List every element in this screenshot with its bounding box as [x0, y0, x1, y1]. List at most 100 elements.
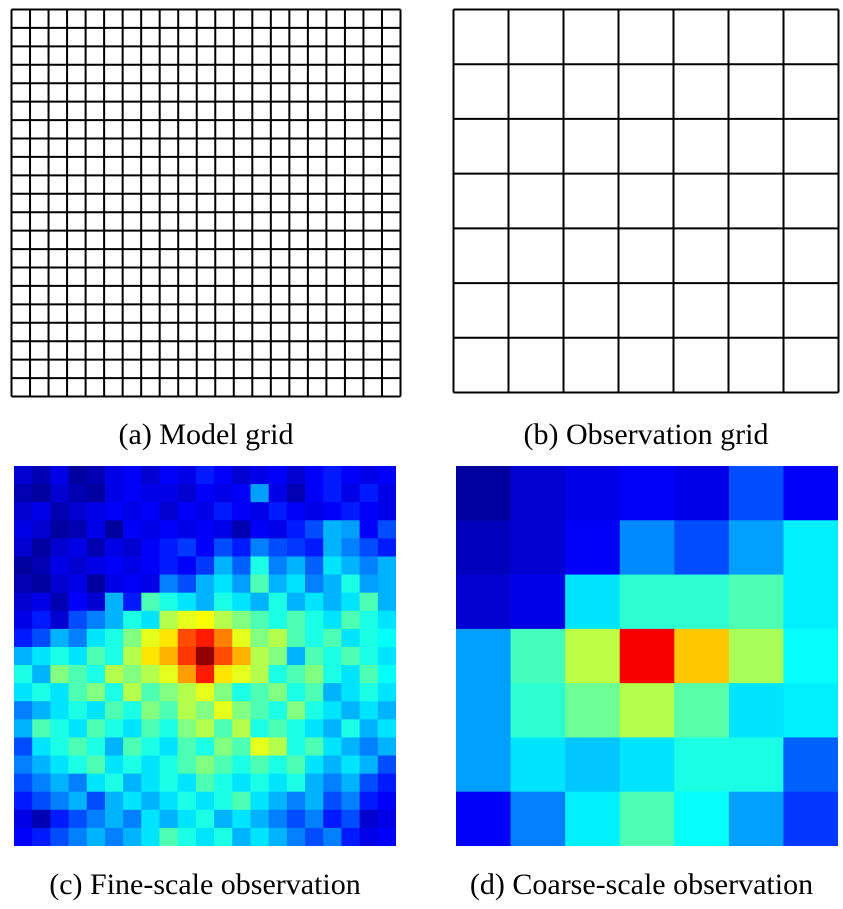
- fine-scale-cell: [68, 791, 88, 811]
- fine-scale-cell: [86, 520, 106, 539]
- coarse-scale-cell: [510, 574, 566, 630]
- fine-scale-cell: [214, 484, 233, 503]
- fine-scale-cell: [195, 737, 215, 757]
- fine-scale-cell: [104, 701, 124, 720]
- fine-scale-cell: [50, 574, 70, 594]
- fine-scale-cell: [232, 755, 252, 775]
- fine-scale-cell: [214, 628, 233, 648]
- fine-scale-cell: [14, 520, 33, 539]
- fine-scale-cell: [359, 701, 379, 720]
- fine-scale-cell: [195, 538, 215, 558]
- fine-scale-cell: [232, 827, 252, 846]
- fine-scale-cell: [123, 755, 142, 775]
- fine-scale-cell: [214, 737, 233, 757]
- fine-scale-cell: [86, 592, 106, 612]
- fine-scale-cell: [86, 628, 106, 648]
- caption-observation-grid: (b) Observation grid: [523, 418, 769, 451]
- fine-scale-cell: [195, 791, 215, 811]
- fine-scale-cell: [50, 592, 70, 612]
- fine-scale-cell: [177, 665, 197, 684]
- fine-scale-cell: [32, 520, 51, 539]
- fine-scale-cell: [50, 773, 70, 793]
- observation-grid: [452, 8, 840, 394]
- fine-scale-cell: [250, 502, 270, 521]
- fine-scale-cell: [286, 502, 306, 521]
- fine-scale-panel: [14, 466, 396, 846]
- fine-scale-cell: [123, 683, 142, 702]
- fine-scale-cell: [141, 737, 161, 757]
- fine-scale-cell: [341, 809, 361, 829]
- fine-scale-cell: [286, 773, 306, 793]
- coarse-scale-cell: [456, 791, 512, 846]
- fine-scale-cell: [141, 628, 161, 648]
- coarse-scale-cell: [674, 737, 730, 793]
- fine-scale-cell: [377, 809, 396, 829]
- fine-scale-cell: [305, 520, 324, 539]
- fine-scale-cell: [341, 719, 361, 739]
- fine-scale-cell: [305, 755, 324, 775]
- fine-scale-cell: [305, 646, 324, 666]
- fine-scale-cell: [123, 538, 142, 558]
- fine-scale-cell: [214, 520, 233, 539]
- fine-scale-cell: [305, 719, 324, 739]
- fine-scale-cell: [214, 502, 233, 521]
- fine-scale-cell: [268, 466, 288, 485]
- caption-fine-scale: (c) Fine-scale observation: [49, 868, 361, 901]
- fine-scale-cell: [323, 502, 343, 521]
- fine-scale-cell: [323, 574, 343, 594]
- coarse-scale-cell: [565, 628, 621, 684]
- fine-scale-cell: [14, 592, 33, 612]
- fine-scale-cell: [141, 520, 161, 539]
- fine-scale-cell: [86, 827, 106, 846]
- fine-scale-cell: [305, 502, 324, 521]
- fine-scale-cell: [377, 701, 396, 720]
- fine-scale-cell: [359, 628, 379, 648]
- fine-scale-cell: [159, 646, 179, 666]
- fine-scale-cell: [14, 755, 33, 775]
- fine-scale-cell: [32, 610, 51, 630]
- fine-scale-cell: [141, 683, 161, 702]
- coarse-scale-panel: [456, 466, 838, 846]
- fine-scale-cell: [268, 628, 288, 648]
- fine-scale-cell: [268, 773, 288, 793]
- fine-scale-cell: [214, 556, 233, 576]
- fine-scale-cell: [159, 592, 179, 612]
- fine-scale-cell: [104, 755, 124, 775]
- fine-scale-cell: [377, 610, 396, 630]
- fine-scale-cell: [68, 502, 88, 521]
- fine-scale-cell: [159, 502, 179, 521]
- fine-scale-cell: [32, 719, 51, 739]
- fine-scale-cell: [86, 466, 106, 485]
- coarse-scale-cell: [783, 520, 838, 576]
- fine-scale-cell: [359, 520, 379, 539]
- fine-scale-cell: [232, 701, 252, 720]
- fine-scale-cell: [195, 466, 215, 485]
- fine-scale-cell: [377, 628, 396, 648]
- fine-scale-cell: [286, 701, 306, 720]
- fine-scale-cell: [341, 556, 361, 576]
- fine-scale-cell: [323, 665, 343, 684]
- fine-scale-cell: [323, 610, 343, 630]
- fine-scale-cell: [141, 592, 161, 612]
- fine-scale-cell: [323, 773, 343, 793]
- fine-scale-heatmap: [14, 466, 396, 846]
- fine-scale-cell: [141, 719, 161, 739]
- fine-scale-cell: [123, 809, 142, 829]
- fine-scale-cell: [68, 556, 88, 576]
- fine-scale-cell: [141, 610, 161, 630]
- fine-scale-cell: [359, 791, 379, 811]
- fine-scale-cell: [268, 556, 288, 576]
- model-grid: [10, 8, 402, 398]
- fine-scale-cell: [359, 610, 379, 630]
- fine-scale-cell: [286, 466, 306, 485]
- fine-scale-cell: [195, 556, 215, 576]
- coarse-scale-cell: [619, 628, 675, 684]
- fine-scale-cell: [232, 592, 252, 612]
- fine-scale-cell: [195, 683, 215, 702]
- fine-scale-cell: [268, 665, 288, 684]
- fine-scale-cell: [250, 646, 270, 666]
- fine-scale-cell: [104, 809, 124, 829]
- fine-scale-cell: [232, 520, 252, 539]
- fine-scale-cell: [14, 683, 33, 702]
- fine-scale-cell: [286, 791, 306, 811]
